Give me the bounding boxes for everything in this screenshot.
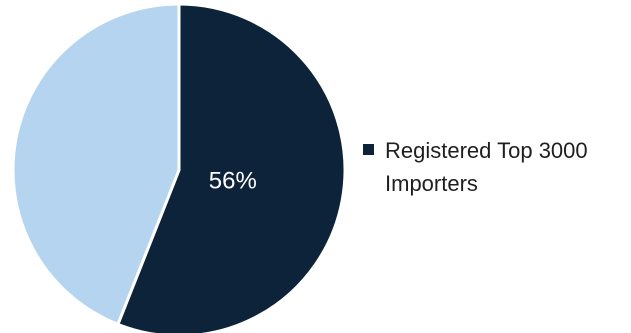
pie-slice-2 (11, 2, 181, 326)
pie-slice-1 (116, 2, 347, 333)
pie-labels: 56% (209, 167, 257, 194)
legend-swatch (363, 144, 374, 155)
slice-value-label: 56% (209, 167, 257, 194)
legend-entry-label: Registered Top 3000 Importers (385, 138, 588, 196)
legend: Registered Top 3000 Importers (363, 134, 625, 200)
pie-slices (11, 2, 347, 333)
